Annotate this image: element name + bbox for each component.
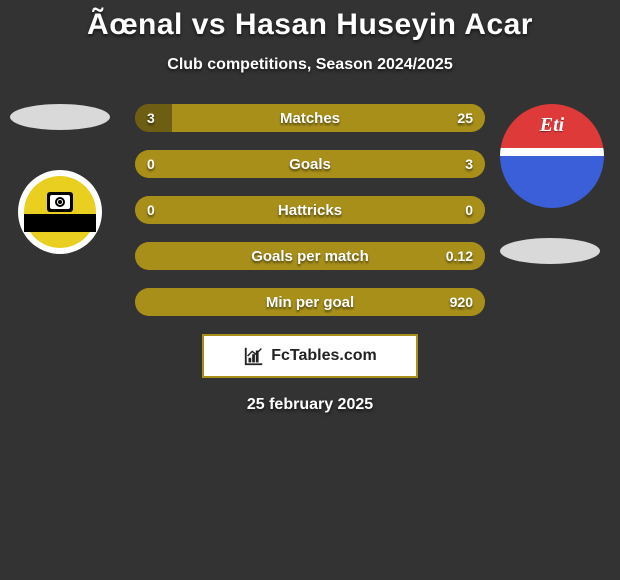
right-player-avatar: Eti — [500, 104, 604, 208]
left-club-label: MALATYA — [42, 220, 79, 227]
stat-value-right: 0 — [465, 196, 473, 224]
stat-row: Min per goal920 — [135, 288, 485, 316]
stat-label: Min per goal — [135, 288, 485, 316]
right-player-column: Eti — [500, 104, 610, 264]
page-subtitle: Club competitions, Season 2024/2025 — [0, 56, 620, 74]
date-line: 25 february 2025 — [0, 396, 620, 414]
page-title: Ãœnal vs Hasan Huseyin Acar — [0, 8, 620, 42]
left-player-column: MALATYA — [10, 104, 120, 254]
left-club-badge: MALATYA — [18, 170, 102, 254]
comparison-area: MALATYA Eti 3Matches250Goals30Hattricks0… — [0, 104, 620, 316]
stat-value-right: 25 — [457, 104, 473, 132]
footer-brand-text: FcTables.com — [271, 347, 377, 365]
stat-row: Goals per match0.12 — [135, 242, 485, 270]
left-player-avatar-placeholder — [10, 104, 110, 130]
footer-brand-box[interactable]: FcTables.com — [202, 334, 418, 378]
chart-icon — [243, 345, 265, 367]
stat-label: Goals — [135, 150, 485, 178]
stat-label: Matches — [135, 104, 485, 132]
right-club-badge-placeholder — [500, 238, 600, 264]
stat-row: 3Matches25 — [135, 104, 485, 132]
right-jersey-logo: Eti — [540, 114, 564, 137]
stat-value-right: 3 — [465, 150, 473, 178]
stat-row: 0Goals3 — [135, 150, 485, 178]
stat-value-right: 920 — [450, 288, 473, 316]
stat-label: Hattricks — [135, 196, 485, 224]
stat-label: Goals per match — [135, 242, 485, 270]
stat-value-right: 0.12 — [446, 242, 473, 270]
stat-row: 0Hattricks0 — [135, 196, 485, 224]
